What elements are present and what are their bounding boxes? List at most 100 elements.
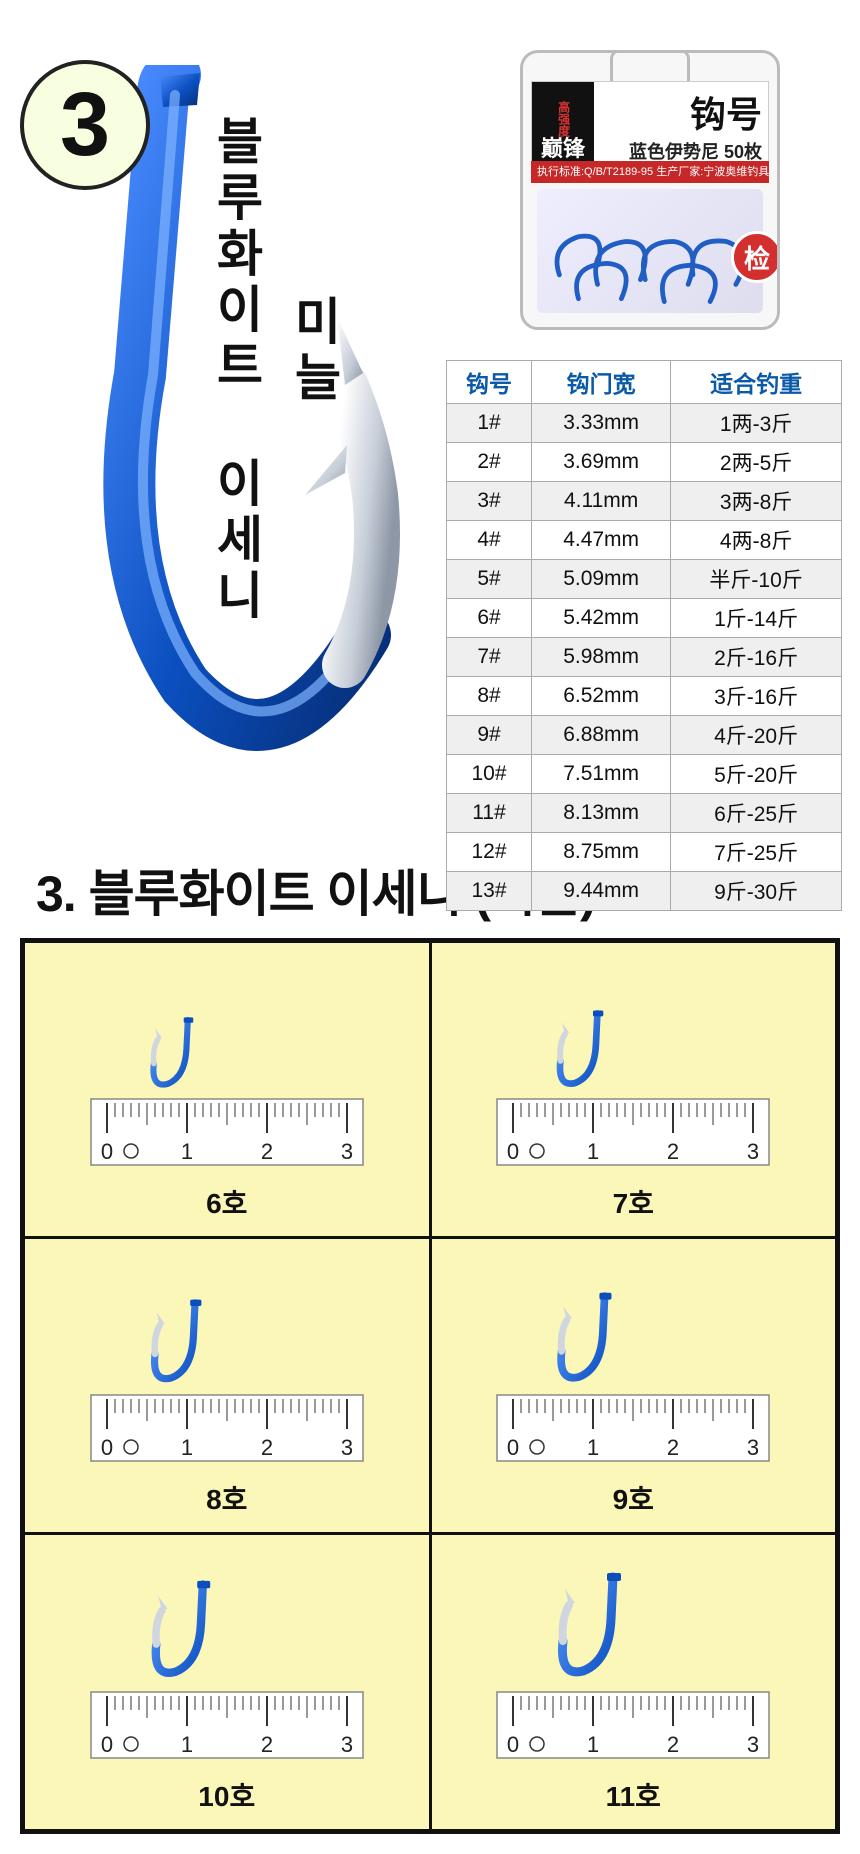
spec-cell: 6.52mm [532, 677, 671, 716]
svg-text:2: 2 [667, 1139, 679, 1164]
svg-text:3: 3 [747, 1732, 759, 1757]
size-cell: 0123 8호 [24, 1238, 431, 1534]
size-label: 10호 [198, 1775, 255, 1815]
ruler-icon: 0 1 2 3 [87, 1093, 367, 1168]
svg-text:3: 3 [341, 1732, 353, 1757]
spec-cell: 1# [447, 404, 532, 443]
spec-cell: 9斤-30斤 [671, 872, 842, 911]
spec-cell: 5# [447, 560, 532, 599]
svg-text:0: 0 [101, 1732, 113, 1757]
spec-cell: 5.98mm [532, 638, 671, 677]
badge-number: 3 [60, 80, 110, 170]
spec-row: 2#3.69mm2两-5斤 [447, 443, 842, 482]
spec-cell: 3.69mm [532, 443, 671, 482]
spec-row: 5#5.09mm半斤-10斤 [447, 560, 842, 599]
spec-cell: 5斤-20斤 [671, 755, 842, 794]
spec-cell: 6斤-25斤 [671, 794, 842, 833]
spec-cell: 10# [447, 755, 532, 794]
svg-text:2: 2 [261, 1732, 273, 1757]
spec-row: 1#3.33mm1两-3斤 [447, 404, 842, 443]
hook-icon [553, 1291, 630, 1394]
spec-cell: 2两-5斤 [671, 443, 842, 482]
size-cell: 0 1 2 3 9호 [431, 1238, 837, 1534]
ruler-icon: 0 1 2 3 [87, 1686, 367, 1761]
spec-cell: 2斤-16斤 [671, 638, 842, 677]
spec-cell: 4.11mm [532, 482, 671, 521]
spec-cell: 12# [447, 833, 532, 872]
spec-cell: 1两-3斤 [671, 404, 842, 443]
spec-cell: 7.51mm [532, 755, 671, 794]
spec-cell: 3斤-16斤 [671, 677, 842, 716]
spec-row: 11#8.13mm6斤-25斤 [447, 794, 842, 833]
svg-text:1: 1 [181, 1732, 193, 1757]
svg-text:0: 0 [101, 1139, 113, 1164]
brand-name: 巅锋 [541, 137, 585, 161]
package-hooks-pile [537, 189, 763, 313]
spec-header: 钩号 [447, 361, 532, 404]
size-cell: 0 1 2 3 10호 [24, 1534, 431, 1830]
svg-text:2: 2 [261, 1139, 273, 1164]
spec-cell: 9# [447, 716, 532, 755]
svg-text:3: 3 [341, 1435, 353, 1460]
item-number-badge: 3 [20, 60, 150, 190]
spec-cell: 7斤-25斤 [671, 833, 842, 872]
spec-cell: 8.13mm [532, 794, 671, 833]
spec-row: 3#4.11mm3两-8斤 [447, 482, 842, 521]
spec-cell: 5.09mm [532, 560, 671, 599]
size-label: 7호 [613, 1182, 654, 1222]
svg-text:0: 0 [101, 1435, 113, 1460]
size-cell: 0 1 2 3 11호 [431, 1534, 837, 1830]
svg-text:1: 1 [587, 1732, 599, 1757]
spec-row: 13#9.44mm9斤-30斤 [447, 872, 842, 911]
svg-text:1: 1 [181, 1139, 193, 1164]
spec-cell: 8.75mm [532, 833, 671, 872]
spec-cell: 5.42mm [532, 599, 671, 638]
spec-row: 6#5.42mm1斤-14斤 [447, 599, 842, 638]
spec-header: 适合钓重 [671, 361, 842, 404]
package-redbar: 执行标准:Q/B/T2189-95 生产厂家:宁波奥维钓具有限公司 [531, 161, 769, 183]
svg-text:1: 1 [587, 1435, 599, 1460]
top-section: 3 블루화이트 이세니 미늘 高强度 巅锋 钩号 蓝色伊势尼 50枚 执行标准:… [0, 0, 860, 850]
svg-text:2: 2 [667, 1435, 679, 1460]
size-label: 8호 [206, 1478, 247, 1518]
spec-cell: 8# [447, 677, 532, 716]
svg-text:1: 1 [587, 1139, 599, 1164]
hook-icon [147, 1579, 231, 1691]
hook-icon [147, 1298, 219, 1394]
svg-text:0: 0 [507, 1435, 519, 1460]
ruler-hook-wrap: 0 1 2 3 [493, 1284, 773, 1464]
spec-cell: 4# [447, 521, 532, 560]
svg-text:2: 2 [261, 1435, 273, 1460]
hook-icon [553, 1009, 620, 1098]
spec-cell: 6# [447, 599, 532, 638]
spec-cell: 半斤-10斤 [671, 560, 842, 599]
spec-row: 8#6.52mm3斤-16斤 [447, 677, 842, 716]
spec-cell: 7# [447, 638, 532, 677]
spec-cell: 3.33mm [532, 404, 671, 443]
size-label: 9호 [613, 1478, 654, 1518]
inspection-stamp: 检 [731, 231, 780, 283]
size-cell: 0123 7호 [431, 942, 837, 1238]
svg-text:3: 3 [747, 1435, 759, 1460]
hook-icon [553, 1571, 643, 1691]
svg-text:3: 3 [341, 1139, 353, 1164]
svg-text:3: 3 [747, 1139, 759, 1164]
ruler-icon: 0123 [493, 1093, 773, 1168]
size-label: 11호 [606, 1775, 661, 1815]
package-title: 钩号 [600, 86, 762, 138]
ruler-hook-wrap: 0123 [87, 1284, 367, 1464]
ruler-hook-wrap: 0 1 2 3 [87, 988, 367, 1168]
product-package: 高强度 巅锋 钩号 蓝色伊势尼 50枚 执行标准:Q/B/T2189-95 生产… [500, 50, 800, 340]
size-label: 6호 [206, 1182, 247, 1222]
spec-cell: 9.44mm [532, 872, 671, 911]
hook-name-vertical: 블루화이트 이세니 [200, 115, 272, 625]
spec-header: 钩门宽 [532, 361, 671, 404]
svg-text:2: 2 [667, 1732, 679, 1757]
spec-cell: 13# [447, 872, 532, 911]
ruler-icon: 0123 [87, 1389, 367, 1464]
svg-text:0: 0 [507, 1732, 519, 1757]
spec-row: 7#5.98mm2斤-16斤 [447, 638, 842, 677]
size-cell: 0 1 2 3 6호 [24, 942, 431, 1238]
spec-row: 9#6.88mm4斤-20斤 [447, 716, 842, 755]
spec-cell: 3两-8斤 [671, 482, 842, 521]
